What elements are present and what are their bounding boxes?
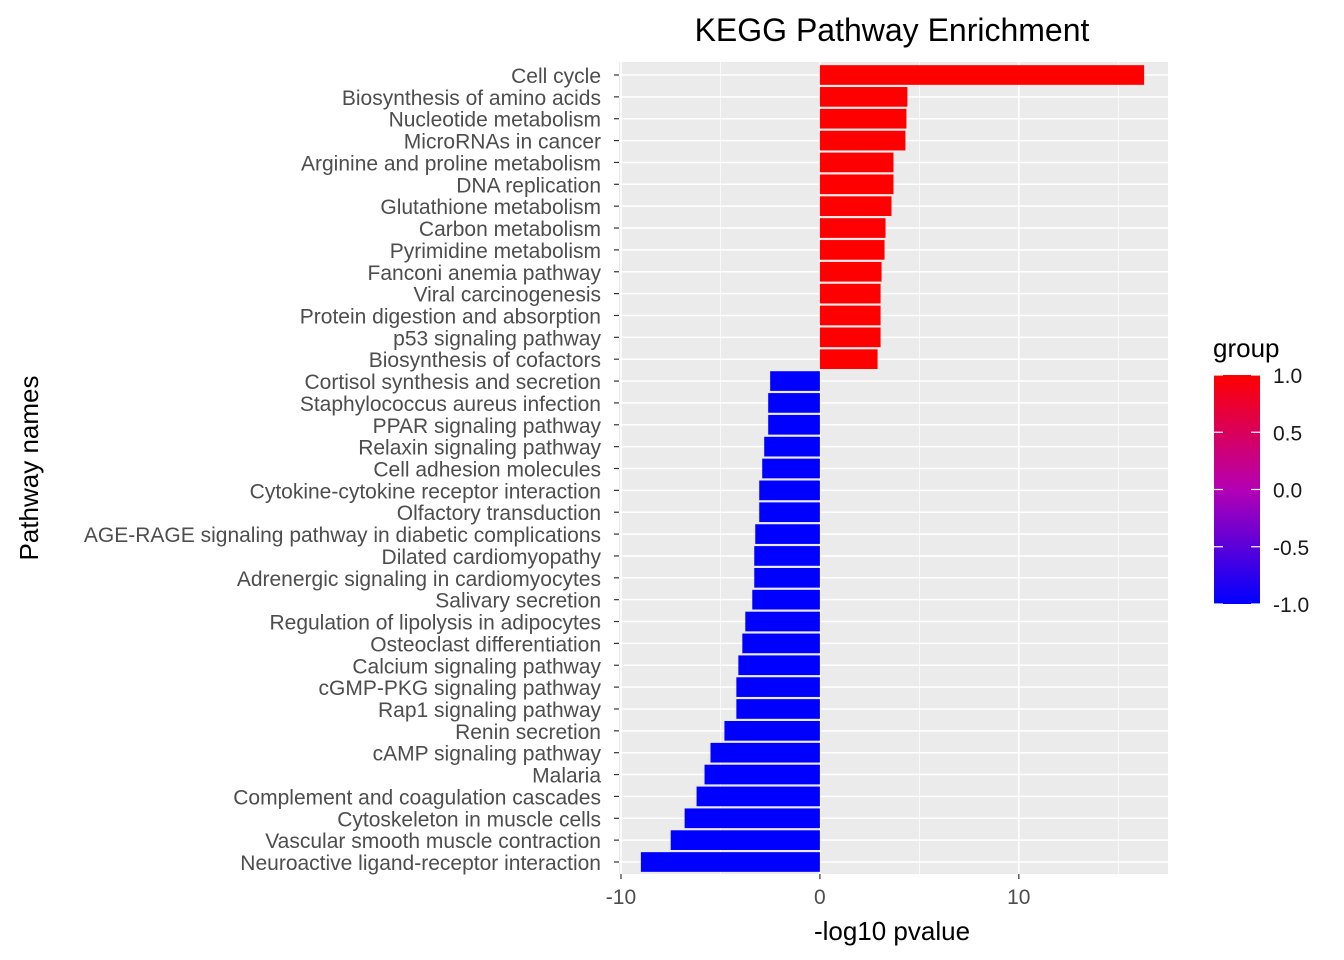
y-tick-label: PPAR signaling pathway bbox=[373, 415, 602, 438]
y-tick-label: Rap1 signaling pathway bbox=[378, 699, 601, 722]
bar bbox=[704, 764, 820, 785]
y-tick-label: Fanconi anemia pathway bbox=[368, 262, 602, 285]
bar bbox=[696, 786, 820, 807]
bar bbox=[752, 589, 820, 610]
bar bbox=[745, 611, 820, 632]
y-tick-label: Protein digestion and absorption bbox=[300, 305, 601, 328]
y-tick-label: Glutathione metabolism bbox=[380, 196, 601, 219]
bar bbox=[640, 852, 820, 872]
y-tick-label: DNA replication bbox=[456, 174, 601, 197]
x-axis-title: -log10 pvalue bbox=[814, 916, 970, 946]
y-tick-label: Dilated cardiomyopathy bbox=[382, 546, 602, 569]
y-tick-label: Osteoclast differentiation bbox=[370, 633, 601, 656]
bar bbox=[754, 546, 820, 566]
y-tick-label: Cytokine-cytokine receptor interaction bbox=[250, 480, 601, 503]
bar bbox=[819, 283, 881, 304]
legend-title: group bbox=[1213, 333, 1280, 363]
bar bbox=[684, 808, 820, 829]
bar bbox=[819, 152, 894, 173]
y-tick-label: Olfactory transduction bbox=[397, 502, 601, 525]
y-tick-label: Arginine and proline metabolism bbox=[301, 152, 601, 175]
bar bbox=[724, 720, 820, 741]
legend-ticks: 1.0 0.5 0.0 -0.5 -1.0 bbox=[1214, 365, 1309, 617]
bar bbox=[819, 174, 894, 195]
y-tick-label: cAMP signaling pathway bbox=[373, 743, 602, 766]
legend-tick-label: 1.0 bbox=[1273, 365, 1302, 388]
bar bbox=[819, 108, 907, 129]
bar bbox=[770, 371, 820, 391]
y-tick-label: Neuroactive ligand-receptor interaction bbox=[240, 852, 601, 875]
bars bbox=[640, 65, 1145, 872]
y-tick-label: Carbon metabolism bbox=[419, 218, 601, 241]
y-tick-label: Adrenergic signaling in cardiomyocytes bbox=[237, 568, 601, 591]
y-tick-label: Biosynthesis of amino acids bbox=[342, 87, 601, 110]
bar bbox=[819, 130, 906, 151]
legend-tick-label: -0.5 bbox=[1273, 537, 1309, 560]
y-tick-label: Nucleotide metabolism bbox=[389, 109, 601, 132]
y-tick-label: Cortisol synthesis and secretion bbox=[305, 371, 601, 394]
y-tick-label: Complement and coagulation cascades bbox=[233, 786, 601, 809]
legend-tick-label: 0.5 bbox=[1273, 422, 1302, 445]
y-tick-label: Regulation of lipolysis in adipocytes bbox=[269, 612, 601, 635]
bar bbox=[762, 458, 820, 479]
bar bbox=[738, 655, 820, 676]
x-axis: -10 0 10 bbox=[606, 874, 1030, 909]
y-tick-label: Viral carcinogenesis bbox=[413, 284, 601, 307]
bar bbox=[819, 261, 882, 282]
x-tick-label: 0 bbox=[814, 886, 826, 909]
legend-tick-label: -1.0 bbox=[1273, 594, 1309, 617]
bar bbox=[819, 196, 892, 217]
bar bbox=[819, 240, 885, 260]
y-axis-title: Pathway names bbox=[14, 376, 44, 561]
chart-title: KEGG Pathway Enrichment bbox=[695, 12, 1090, 48]
bar bbox=[819, 218, 886, 238]
y-tick-label: Malaria bbox=[532, 765, 601, 788]
y-tick-label: AGE-RAGE signaling pathway in diabetic c… bbox=[84, 524, 601, 547]
y-tick-label: Cell cycle bbox=[511, 65, 601, 88]
y-tick-label: Staphylococcus aureus infection bbox=[300, 393, 601, 416]
y-tick-label: Calcium signaling pathway bbox=[352, 655, 601, 678]
bar bbox=[819, 305, 881, 326]
x-tick-label: 10 bbox=[1007, 886, 1030, 909]
bar bbox=[755, 524, 820, 544]
legend: group 1.0 0.5 0.0 -0.5 -1.0 bbox=[1213, 333, 1309, 617]
y-tick-label: Salivary secretion bbox=[435, 590, 601, 613]
bar bbox=[764, 436, 820, 457]
y-tick-label: Relaxin signaling pathway bbox=[358, 437, 601, 460]
y-tick-label: Cell adhesion molecules bbox=[373, 459, 601, 482]
bar bbox=[759, 502, 820, 523]
legend-tick-label: 0.0 bbox=[1273, 480, 1302, 503]
bar bbox=[819, 87, 908, 107]
y-tick-label: Vascular smooth muscle contraction bbox=[265, 830, 601, 853]
y-tick-label: Pyrimidine metabolism bbox=[390, 240, 601, 263]
bar bbox=[768, 393, 820, 413]
y-tick-label: Renin secretion bbox=[455, 721, 601, 744]
bar bbox=[819, 327, 881, 348]
y-tick-label: cGMP-PKG signaling pathway bbox=[319, 677, 602, 700]
bar bbox=[759, 480, 820, 501]
bar bbox=[736, 677, 820, 697]
bar bbox=[754, 567, 820, 588]
bar bbox=[819, 349, 878, 370]
bar bbox=[768, 414, 820, 435]
bar bbox=[710, 742, 820, 763]
y-tick-label: Cytoskeleton in muscle cells bbox=[337, 808, 601, 831]
bar bbox=[670, 830, 820, 850]
bar bbox=[819, 65, 1145, 85]
bar bbox=[742, 633, 820, 654]
y-tick-label: Biosynthesis of cofactors bbox=[369, 349, 601, 372]
bar bbox=[736, 699, 820, 719]
y-tick-label: MicroRNAs in cancer bbox=[404, 131, 601, 154]
x-tick-label: -10 bbox=[606, 886, 636, 909]
y-tick-label: p53 signaling pathway bbox=[393, 327, 601, 350]
